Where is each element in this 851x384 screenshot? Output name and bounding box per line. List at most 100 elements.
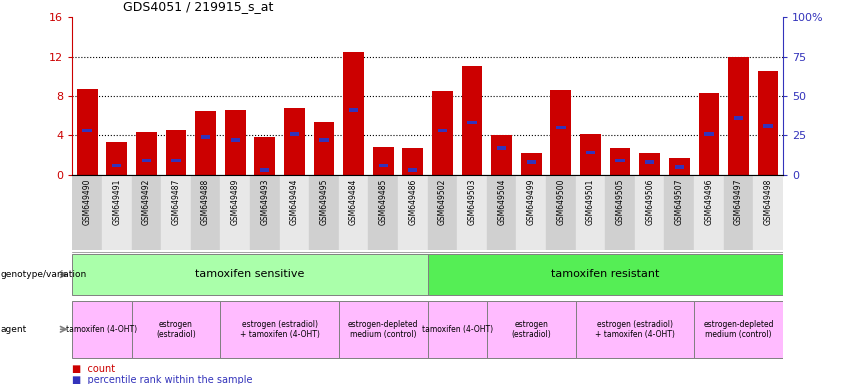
- Text: GSM649506: GSM649506: [645, 179, 654, 225]
- Text: GSM649503: GSM649503: [467, 179, 477, 225]
- Bar: [349, 108, 358, 112]
- Text: GSM649495: GSM649495: [319, 179, 328, 225]
- Bar: [432, 91, 453, 175]
- Bar: [723, 175, 753, 250]
- Text: GSM649490: GSM649490: [83, 179, 92, 225]
- Text: GSM649501: GSM649501: [586, 179, 595, 225]
- Bar: [166, 131, 186, 175]
- Bar: [398, 175, 428, 250]
- Bar: [491, 136, 512, 175]
- Text: GSM649487: GSM649487: [171, 179, 180, 225]
- Bar: [319, 138, 328, 142]
- Text: GSM649496: GSM649496: [705, 179, 713, 225]
- Bar: [339, 175, 368, 250]
- Text: GSM649485: GSM649485: [379, 179, 388, 225]
- Bar: [201, 135, 210, 139]
- Bar: [694, 175, 723, 250]
- Bar: [136, 132, 157, 175]
- Bar: [231, 138, 240, 142]
- Bar: [191, 175, 220, 250]
- Bar: [705, 132, 714, 136]
- Text: tamoxifen (4-OHT): tamoxifen (4-OHT): [66, 325, 138, 334]
- Text: GDS4051 / 219915_s_at: GDS4051 / 219915_s_at: [123, 0, 274, 13]
- Text: GSM649507: GSM649507: [675, 179, 684, 225]
- Bar: [639, 153, 660, 175]
- Bar: [699, 93, 719, 175]
- Bar: [72, 254, 428, 295]
- Text: estrogen (estradiol)
+ tamoxifen (4-OHT): estrogen (estradiol) + tamoxifen (4-OHT): [595, 319, 675, 339]
- Bar: [102, 175, 132, 250]
- Bar: [339, 301, 428, 358]
- Bar: [72, 175, 102, 250]
- Text: tamoxifen (4-OHT): tamoxifen (4-OHT): [422, 325, 493, 334]
- Bar: [112, 164, 122, 167]
- Text: ■  count: ■ count: [72, 364, 116, 374]
- Bar: [615, 159, 625, 162]
- Bar: [609, 148, 631, 175]
- Bar: [403, 148, 423, 175]
- Bar: [314, 122, 334, 175]
- Bar: [546, 175, 575, 250]
- Text: tamoxifen resistant: tamoxifen resistant: [551, 269, 660, 279]
- Text: estrogen
(estradiol): estrogen (estradiol): [156, 319, 196, 339]
- Bar: [428, 175, 457, 250]
- Bar: [457, 175, 487, 250]
- Bar: [72, 301, 132, 358]
- Bar: [753, 175, 783, 250]
- Text: GSM649492: GSM649492: [142, 179, 151, 225]
- Text: ■  percentile rank within the sample: ■ percentile rank within the sample: [72, 375, 253, 384]
- Bar: [694, 301, 783, 358]
- Bar: [605, 175, 635, 250]
- Bar: [373, 147, 393, 175]
- Text: GSM649484: GSM649484: [349, 179, 358, 225]
- Bar: [585, 151, 595, 154]
- Text: GSM649504: GSM649504: [497, 179, 506, 225]
- Bar: [132, 175, 161, 250]
- Bar: [517, 175, 546, 250]
- Bar: [437, 129, 447, 132]
- Bar: [551, 90, 571, 175]
- Bar: [734, 116, 743, 120]
- Bar: [467, 121, 477, 124]
- Bar: [289, 132, 299, 136]
- Text: GSM649499: GSM649499: [527, 179, 536, 225]
- Bar: [557, 126, 566, 129]
- Bar: [161, 175, 191, 250]
- Bar: [225, 110, 246, 175]
- Text: estrogen
(estradiol): estrogen (estradiol): [511, 319, 551, 339]
- Bar: [521, 153, 541, 175]
- Text: GSM649498: GSM649498: [763, 179, 773, 225]
- Bar: [260, 168, 270, 172]
- Text: GSM649505: GSM649505: [615, 179, 625, 225]
- Text: estrogen-depleted
medium (control): estrogen-depleted medium (control): [348, 319, 419, 339]
- Bar: [428, 254, 783, 295]
- Bar: [280, 175, 309, 250]
- Text: genotype/variation: genotype/variation: [1, 270, 87, 279]
- Bar: [645, 161, 654, 164]
- Text: GSM649489: GSM649489: [231, 179, 240, 225]
- Bar: [527, 161, 536, 164]
- Text: GSM649497: GSM649497: [734, 179, 743, 225]
- Bar: [250, 175, 280, 250]
- Bar: [757, 71, 779, 175]
- Text: GSM649500: GSM649500: [557, 179, 565, 225]
- Bar: [77, 89, 98, 175]
- Text: agent: agent: [1, 325, 27, 334]
- Bar: [487, 301, 575, 358]
- Text: estrogen (estradiol)
+ tamoxifen (4-OHT): estrogen (estradiol) + tamoxifen (4-OHT): [240, 319, 319, 339]
- Bar: [497, 146, 506, 150]
- Bar: [487, 175, 517, 250]
- Bar: [309, 175, 339, 250]
- Bar: [220, 301, 339, 358]
- Bar: [220, 175, 250, 250]
- Bar: [575, 175, 605, 250]
- Text: estrogen-depleted
medium (control): estrogen-depleted medium (control): [703, 319, 774, 339]
- Bar: [675, 165, 684, 169]
- Bar: [343, 52, 364, 175]
- Text: GSM649486: GSM649486: [408, 179, 417, 225]
- Bar: [408, 168, 418, 172]
- Bar: [254, 137, 275, 175]
- Bar: [141, 159, 151, 162]
- Bar: [106, 142, 127, 175]
- Bar: [580, 134, 601, 175]
